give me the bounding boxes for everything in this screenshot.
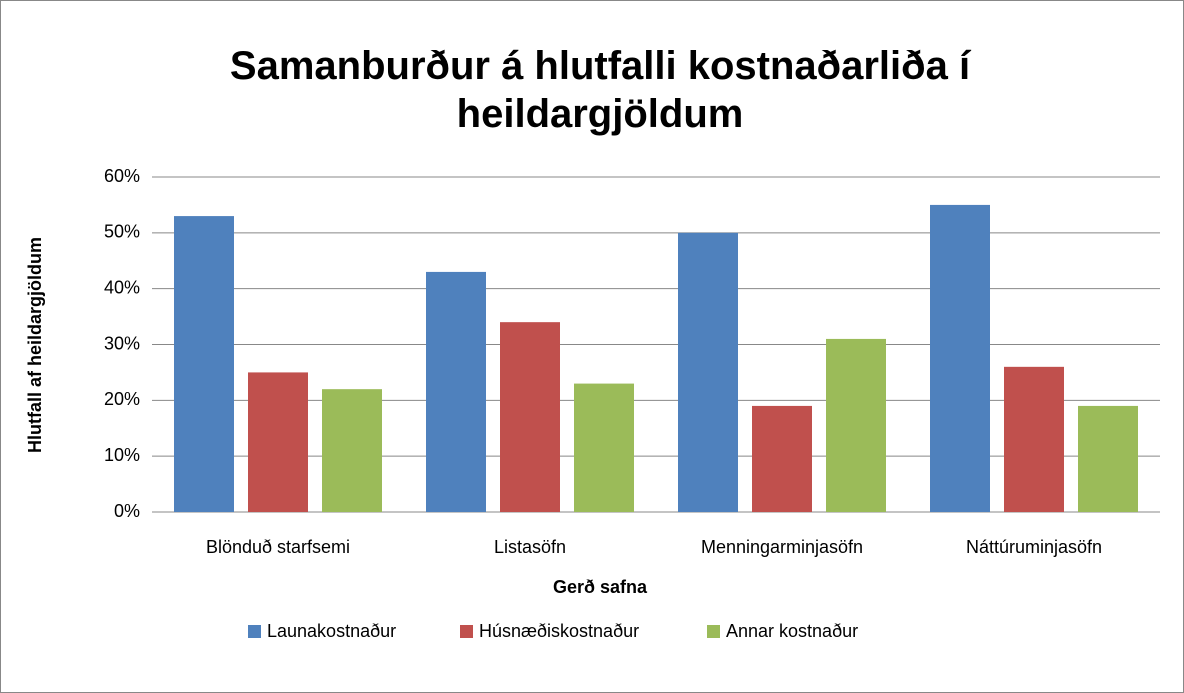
bar — [1078, 405, 1138, 512]
y-tick-label: 50% — [104, 222, 140, 242]
bar — [248, 372, 308, 512]
bar — [426, 271, 486, 512]
y-tick-label: 10% — [104, 445, 140, 465]
x-tick-label: Listasöfn — [494, 537, 566, 557]
bar — [1004, 366, 1064, 512]
x-tick-label: Menningarminjasöfn — [701, 537, 863, 557]
legend-swatch — [460, 625, 473, 638]
x-tick-label: Blönduð starfsemi — [206, 537, 350, 557]
bar — [752, 405, 812, 512]
legend-label: Launakostnaður — [267, 621, 396, 641]
x-axis-label: Gerð safna — [553, 577, 648, 597]
legend-label: Húsnæðiskostnaður — [479, 621, 639, 641]
x-tick-label: Náttúruminjasöfn — [966, 537, 1102, 557]
chart-title: Samanburður á hlutfalli kostnaðarliða í … — [229, 44, 971, 136]
y-axis-label: Hlutfall af heildargjöldum — [25, 237, 45, 453]
bar — [322, 389, 382, 512]
legend-swatch — [248, 625, 261, 638]
y-tick-label: 20% — [104, 389, 140, 409]
y-tick-label: 60% — [104, 166, 140, 186]
bar — [174, 216, 234, 513]
y-tick-label: 0% — [114, 501, 140, 521]
legend-label: Annar kostnaður — [726, 621, 858, 641]
bar — [930, 204, 990, 512]
bar — [500, 322, 560, 512]
y-tick-label: 30% — [104, 333, 140, 353]
legend-swatch — [707, 625, 720, 638]
bar — [574, 383, 634, 512]
bar — [678, 232, 738, 513]
y-tick-label: 40% — [104, 277, 140, 297]
bar — [826, 338, 886, 512]
